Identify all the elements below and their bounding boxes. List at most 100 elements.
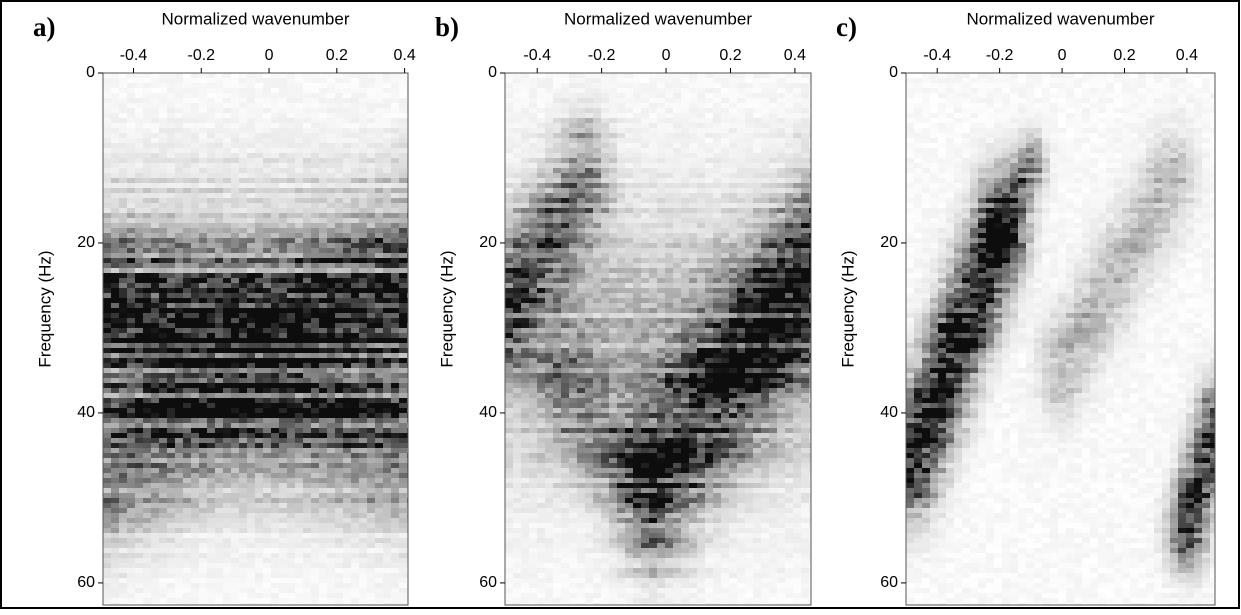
texture-cell	[151, 518, 159, 523]
texture-cell	[705, 83, 713, 88]
texture-cell	[127, 198, 135, 203]
texture-cell	[303, 398, 311, 403]
texture-cell	[359, 78, 367, 83]
texture-cell	[223, 508, 231, 513]
texture-cell	[239, 478, 247, 483]
texture-cell	[151, 568, 159, 573]
texture-cell	[609, 143, 617, 148]
texture-cell	[167, 73, 175, 78]
texture-cell	[303, 433, 311, 438]
texture-cell	[319, 428, 327, 433]
texture-cell	[135, 133, 143, 138]
texture-cell	[191, 348, 199, 353]
texture-cell	[303, 208, 311, 213]
texture-cell	[391, 448, 399, 453]
texture-cell	[343, 98, 351, 103]
texture-cell	[127, 353, 135, 358]
texture-cell	[263, 338, 271, 343]
texture-cell	[657, 118, 665, 123]
texture-cell	[399, 278, 407, 283]
texture-cell	[175, 278, 183, 283]
texture-cell	[119, 138, 127, 143]
texture-cell	[649, 103, 657, 108]
texture-cell	[215, 593, 223, 598]
texture-cell	[271, 163, 279, 168]
texture-cell	[279, 438, 287, 443]
texture-cell	[279, 423, 287, 428]
texture-cell	[247, 518, 255, 523]
texture-cell	[143, 138, 151, 143]
texture-cell	[199, 383, 207, 388]
texture-cell	[553, 108, 561, 113]
texture-cell	[159, 113, 167, 118]
texture-cell	[183, 283, 191, 288]
texture-cell	[391, 528, 399, 533]
texture-cell	[399, 143, 407, 148]
texture-cell	[271, 428, 279, 433]
texture-cell	[143, 413, 151, 418]
texture-cell	[359, 93, 367, 98]
texture-cell	[183, 403, 191, 408]
texture-cell	[271, 288, 279, 293]
texture-cell	[191, 163, 199, 168]
texture-cell	[151, 458, 159, 463]
texture-cell	[335, 503, 343, 508]
texture-cell	[327, 598, 335, 603]
texture-cell	[391, 408, 399, 413]
texture-cell	[367, 123, 375, 128]
texture-cell	[383, 473, 391, 478]
texture-cell	[367, 213, 375, 218]
texture-cell	[287, 303, 295, 308]
texture-cell	[295, 83, 303, 88]
texture-cell	[391, 318, 399, 323]
texture-cell	[207, 493, 215, 498]
texture-cell	[167, 473, 175, 478]
texture-cell	[183, 288, 191, 293]
texture-cell	[151, 448, 159, 453]
texture-cell	[247, 278, 255, 283]
texture-cell	[215, 503, 223, 508]
texture-cell	[255, 93, 263, 98]
texture-cell	[327, 568, 335, 573]
texture-cell	[239, 308, 247, 313]
texture-cell	[191, 588, 199, 593]
texture-cell	[713, 98, 721, 103]
texture-cell	[127, 303, 135, 308]
texture-cell	[167, 343, 175, 348]
texture-cell	[545, 128, 553, 133]
texture-cell	[351, 428, 359, 433]
texture-cell	[287, 208, 295, 213]
texture-cell	[319, 518, 327, 523]
texture-cell	[593, 168, 601, 173]
texture-cell	[215, 448, 223, 453]
texture-cell	[343, 148, 351, 153]
texture-cell	[207, 98, 215, 103]
texture-cell	[223, 293, 231, 298]
texture-cell	[785, 108, 793, 113]
texture-cell	[247, 343, 255, 348]
texture-cell	[367, 218, 375, 223]
texture-cell	[537, 88, 545, 93]
texture-cell	[689, 153, 697, 158]
texture-cell	[383, 408, 391, 413]
texture-cell	[143, 578, 151, 583]
texture-cell	[287, 583, 295, 588]
texture-cell	[159, 493, 167, 498]
texture-cell	[295, 153, 303, 158]
texture-cell	[175, 258, 183, 263]
texture-cell	[143, 168, 151, 173]
texture-cell	[287, 103, 295, 108]
texture-cell	[239, 573, 247, 578]
texture-cell	[175, 273, 183, 278]
texture-cell	[793, 118, 801, 123]
texture-cell	[199, 513, 207, 518]
texture-cell	[689, 133, 697, 138]
texture-cell	[159, 208, 167, 213]
texture-cell	[367, 468, 375, 473]
texture-cell	[231, 188, 239, 193]
texture-cell	[223, 238, 231, 243]
texture-cell	[279, 408, 287, 413]
texture-cell	[231, 313, 239, 318]
texture-cell	[263, 133, 271, 138]
texture-cell	[167, 298, 175, 303]
